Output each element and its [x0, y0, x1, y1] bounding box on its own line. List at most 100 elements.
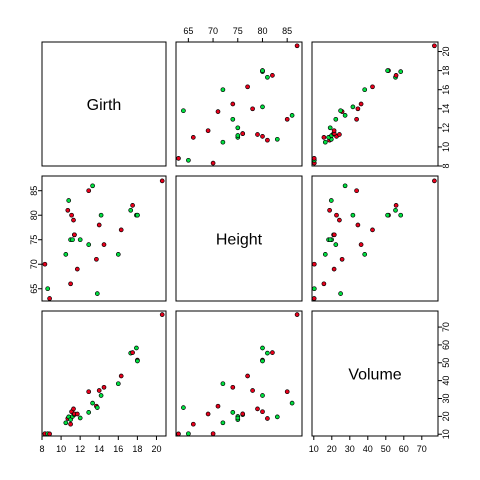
data-point [255, 132, 260, 137]
data-point [118, 227, 124, 233]
data-point [331, 266, 337, 272]
data-point [190, 421, 196, 427]
data-point [342, 113, 348, 118]
data-point [270, 73, 275, 78]
data-point [358, 242, 364, 247]
x-tick-label: 40 [363, 444, 373, 454]
data-point [333, 116, 339, 122]
data-point [432, 178, 437, 184]
data-point [186, 157, 191, 163]
panel-volume-vs-volume: Volume [311, 310, 439, 437]
x-axis-volume-bottom: 10 20 30 40 50 60 70 [309, 436, 427, 454]
data-point [159, 178, 165, 184]
data-point [334, 212, 339, 218]
data-point [235, 415, 241, 421]
data-point [274, 136, 280, 142]
panel-frame [175, 175, 303, 302]
data-point [358, 101, 364, 107]
data-point [235, 125, 241, 131]
data-point [215, 109, 221, 114]
x-tick-label: 75 [233, 26, 243, 36]
data-point [311, 286, 317, 292]
data-point [322, 139, 328, 145]
data-point [350, 212, 356, 218]
y-tick-label: 8 [441, 163, 451, 168]
y-tick-label: 85 [29, 186, 39, 196]
data-point [220, 139, 226, 145]
data-point [398, 212, 404, 218]
panel-frame [41, 41, 167, 167]
data-point [63, 252, 69, 257]
y-tick-label: 65 [29, 284, 39, 294]
data-point [294, 312, 300, 317]
x-tick-label: 85 [282, 26, 292, 36]
data-point [321, 135, 327, 140]
data-point [245, 84, 250, 90]
data-point [74, 411, 80, 417]
y-tick-label: 40 [441, 376, 451, 386]
y-tick-label: 14 [441, 104, 451, 114]
data-point [68, 421, 73, 427]
x-axis-height-top: 65 70 75 80 85 [183, 26, 292, 42]
data-point [260, 104, 265, 110]
data-point [63, 420, 69, 426]
data-point [385, 68, 390, 73]
panel-frame [175, 310, 303, 437]
data-point [240, 411, 246, 417]
data-point [235, 133, 241, 138]
x-tick-label: 14 [94, 444, 104, 454]
x-tick-label: 8 [39, 444, 44, 454]
data-point [134, 345, 139, 351]
data-point [370, 227, 375, 233]
data-point [181, 108, 186, 114]
y-tick-label: 60 [441, 340, 451, 350]
data-point [294, 43, 300, 49]
data-point [355, 222, 361, 228]
panel-height-vs-girth [41, 175, 167, 302]
x-tick-label: 30 [345, 444, 355, 454]
y-tick-label: 12 [441, 123, 451, 133]
data-point [220, 87, 226, 93]
y-tick-label: 20 [441, 411, 451, 421]
data-point [362, 87, 368, 93]
data-point [289, 113, 295, 118]
data-point [69, 212, 74, 218]
data-point [230, 384, 236, 390]
y-axis-girth-right: 8 10 12 14 16 18 20 [438, 47, 451, 169]
data-point [65, 207, 71, 213]
data-point [71, 217, 76, 223]
data-point [265, 137, 270, 143]
data-point [350, 104, 356, 110]
x-tick-label: 20 [327, 444, 337, 454]
data-point [432, 43, 437, 49]
x-tick-label: 70 [417, 444, 427, 454]
data-point [118, 373, 124, 379]
data-point [385, 212, 390, 218]
data-point [135, 212, 140, 218]
panel-frame [41, 310, 167, 437]
data-point [260, 393, 265, 398]
data-point [393, 73, 399, 78]
data-point [338, 291, 343, 296]
panel-frame [41, 175, 167, 302]
panel-frame [311, 175, 439, 302]
data-point [220, 420, 226, 426]
panel-girth-vs-height [175, 41, 303, 167]
x-tick-label: 16 [113, 444, 123, 454]
data-point [72, 232, 77, 238]
data-point [77, 237, 83, 243]
y-tick-label: 50 [441, 358, 451, 368]
x-tick-label: 20 [151, 444, 161, 454]
data-point [101, 242, 107, 247]
data-point [327, 237, 333, 243]
data-point [98, 393, 104, 398]
data-point [66, 198, 72, 203]
data-point [331, 128, 337, 134]
y-axis-volume-right: 10 20 30 40 50 60 70 [438, 322, 451, 439]
data-point [101, 384, 107, 390]
data-point [98, 212, 104, 218]
panel-volume-vs-girth [41, 310, 167, 437]
data-point [90, 400, 95, 406]
data-point [250, 388, 255, 393]
